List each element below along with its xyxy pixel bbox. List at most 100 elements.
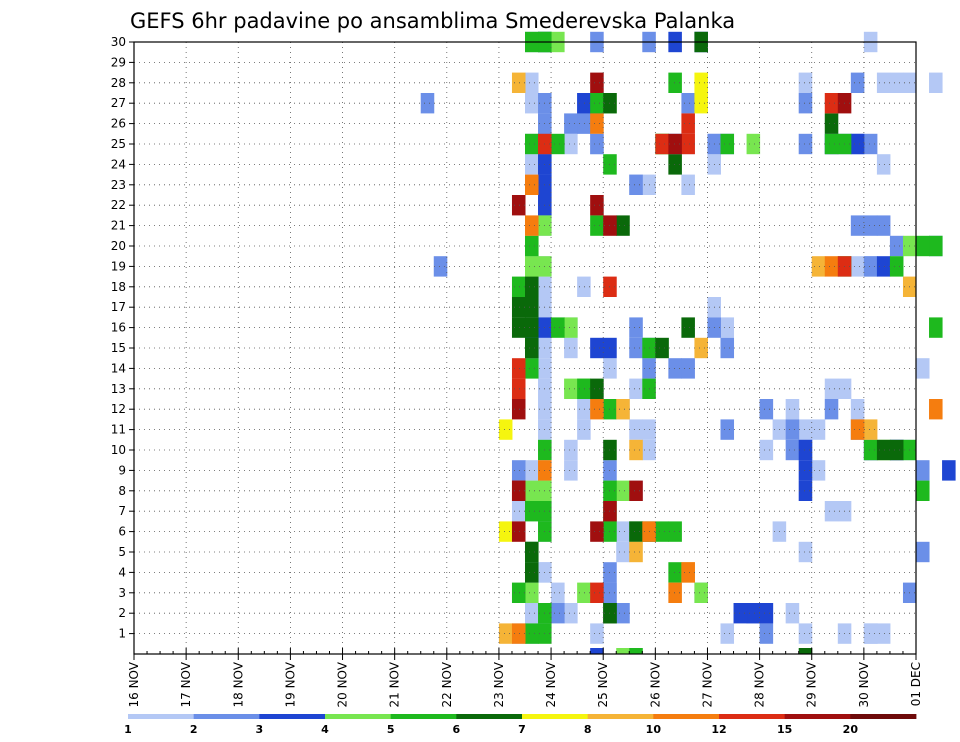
heatmap-cell (863, 215, 878, 236)
heatmap-cell (525, 460, 539, 481)
heatmap-cell (798, 623, 813, 644)
heatmap-cell (824, 133, 839, 155)
heatmap-cell (590, 648, 604, 654)
y-tick-label: 2 (118, 606, 126, 620)
heatmap-cell (590, 399, 604, 420)
heatmap-cell (798, 480, 813, 501)
heatmap-cell (551, 133, 565, 155)
x-tick-label: 23 NOV (492, 661, 506, 707)
heatmap-cell (863, 133, 878, 155)
colorbar-swatch (259, 714, 326, 719)
y-tick-label: 21 (111, 219, 126, 233)
heatmap-cell (511, 195, 526, 216)
heatmap-cell (511, 378, 526, 399)
heatmap-cell (629, 648, 643, 654)
colorbar-swatch (719, 714, 786, 719)
heatmap-cell (798, 93, 813, 114)
y-tick-label: 18 (111, 280, 126, 294)
heatmap-cell (694, 93, 708, 114)
heatmap-cell (590, 521, 604, 542)
heatmap-cell (681, 133, 695, 155)
heatmap-cell (785, 399, 800, 420)
heatmap-cell (694, 582, 708, 603)
heatmap-cell (785, 419, 800, 440)
heatmap-cell (525, 623, 539, 644)
heatmap-cell (511, 480, 526, 501)
heatmap-cell (668, 133, 682, 155)
heatmap-cell (577, 113, 591, 134)
heatmap-cell (525, 93, 539, 114)
heatmap-cell (929, 72, 943, 93)
heatmap-cell (655, 337, 669, 359)
heatmap-cell (551, 603, 565, 624)
x-axis: 16 NOV 17 NOV 18 NOV 19 NOV 20 NOV 21 NOV 22 N… (127, 648, 923, 708)
heatmap-cell (720, 419, 735, 440)
heatmap-cell (577, 399, 591, 420)
heatmap-cell (681, 93, 695, 114)
heatmap-cell (916, 358, 930, 379)
heatmap-cell (759, 623, 774, 644)
x-tick-label: 18 NOV (231, 661, 245, 707)
heatmap-cell (759, 439, 774, 461)
heatmap-cell (850, 215, 865, 236)
heatmap-cell (551, 317, 565, 338)
heatmap-cell (420, 93, 435, 114)
colorbar-swatch (193, 714, 260, 719)
heatmap-cell (929, 317, 943, 338)
heatmap-cell (863, 623, 878, 644)
y-tick-label: 1 (118, 627, 126, 641)
heatmap-cell (525, 154, 539, 175)
heatmap-cell (798, 460, 813, 481)
heatmap-cell (616, 648, 630, 654)
heatmap-cell (929, 399, 943, 420)
x-tick-label: 20 NOV (336, 661, 350, 707)
heatmap-cell (811, 256, 826, 277)
heatmap-cell (525, 501, 539, 522)
heatmap-cell (668, 562, 682, 583)
colorbar-label: 4 (321, 723, 329, 736)
heatmap-cell (590, 215, 604, 236)
heatmap-cell (785, 439, 800, 461)
heatmap-cell (525, 235, 539, 257)
y-tick-label: 19 (111, 259, 126, 273)
heatmap-cell (511, 460, 526, 481)
heatmap-cell (564, 317, 578, 338)
heatmap-cell (629, 521, 643, 542)
x-tick-label: 27 NOV (700, 661, 714, 707)
heatmap-cell (564, 133, 578, 155)
heatmap-cell (798, 541, 813, 563)
y-tick-label: 30 (111, 35, 126, 49)
heatmap-cell (942, 460, 956, 481)
colorbar-label: 1 (124, 723, 132, 736)
heatmap-cell (498, 419, 513, 440)
y-tick-label: 4 (118, 565, 126, 579)
heatmap-cell (916, 235, 930, 257)
heatmap-cell (876, 215, 891, 236)
y-tick-label: 27 (111, 96, 126, 110)
y-tick-label: 13 (111, 382, 126, 396)
heatmap-cell (850, 399, 865, 420)
heatmap-cell (525, 582, 539, 603)
heatmap-cell (798, 439, 813, 461)
heatmap-cell (798, 72, 813, 93)
heatmap-cell (850, 419, 865, 440)
heatmap-cell (668, 582, 682, 603)
colorbar-label: 3 (256, 723, 264, 736)
heatmap-cell (616, 399, 630, 420)
y-tick-label: 20 (111, 239, 126, 253)
heatmap-cell (824, 113, 839, 134)
heatmap-cell (433, 256, 448, 277)
heatmap-cell (525, 72, 539, 93)
heatmap-cell (798, 648, 813, 654)
colorbar-swatch (522, 714, 589, 719)
heatmap-cell (876, 439, 891, 461)
heatmap-cell (590, 72, 604, 93)
y-tick-label: 28 (111, 76, 126, 90)
colorbar-swatch (325, 714, 392, 719)
heatmap-cell (876, 623, 891, 644)
heatmap-cell (525, 603, 539, 624)
heatmap-cell (525, 358, 539, 379)
heatmap-cell (916, 460, 930, 481)
heatmap-cell (759, 603, 774, 624)
